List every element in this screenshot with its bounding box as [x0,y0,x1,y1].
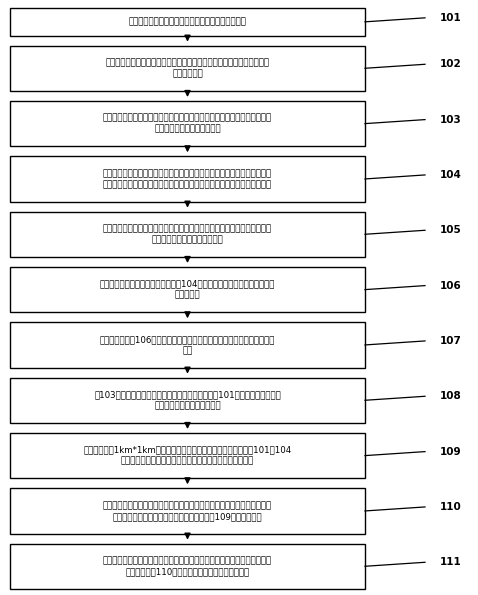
Text: 103: 103 [440,115,462,124]
Text: 对浅层地震线层析反演模型的低速层（黄土）和障盖层（砾石）厚度利用微
测井岩性分层深度曲线进行校正: 对浅层地震线层析反演模型的低速层（黄土）和障盖层（砾石）厚度利用微 测井岩性分层… [103,224,272,245]
Text: 从浅层地震线层析反演模型上，提取104中激发岩性层速度界面作为激发井
深的顶界面: 从浅层地震线层析反演模型上，提取104中激发岩性层速度界面作为激发井 深的顶界面 [100,280,275,300]
Bar [10,544,365,589]
Text: 在试验线上按照106确定井深激发，并分析资料的信噪比、覆盖次数和叠加
效果: 在试验线上按照106确定井深激发，并分析资料的信噪比、覆盖次数和叠加 效果 [100,335,275,355]
Bar [10,8,365,36]
Text: 107: 107 [440,336,462,346]
Bar [10,488,365,534]
Text: 104: 104 [440,170,462,180]
Text: 101: 101 [440,13,462,23]
Text: 108: 108 [440,392,462,401]
Text: 进行高密度、小道距正演模拟，开展参数进化层析反演分析，确定浅层地震
线的观测系统并采集地震资料: 进行高密度、小道距正演模拟，开展参数进化层析反演分析，确定浅层地震 线的观测系统… [103,114,272,134]
Text: 工区老资料不同偏移距层析反演分析，建立能够定刻画近地表结构变化的
实体地质模型: 工区老资料不同偏移距层析反演分析，建立能够定刻画近地表结构变化的 实体地质模型 [106,58,270,79]
Text: 不同的井深、药量、井组合、检波器组合和检波器摆置地震资料分析，结合
单口微测井层析反演，确定最佳激发岩性层速度与地震资料品质之间的关系: 不同的井深、药量、井组合、检波器组合和检波器摆置地震资料分析，结合 单口微测井层… [103,169,272,189]
Text: 对103采集的浅层地震线开展参数进化分析，并结合101分区情况，在三维工
区内布设十字交叉浅层地震线: 对103采集的浅层地震线开展参数进化分析，并结合101分区情况，在三维工 区内布… [94,390,281,411]
Text: 三维工区开展1km*1km的微测井调查，并逐口进行岩性分层，结合101和104
设计激发的激发井深控制点，在三维空间内克里金插值成图: 三维工区开展1km*1km的微测井调查，并逐口进行岩性分层，结合101和104 … [83,446,292,466]
Text: 计算三维逐点并深设计数据和平面分布，投影到浅层地震线上，对比深度误
差情况，修改110中的约束条件，重新满足精度要求: 计算三维逐点并深设计数据和平面分布，投影到浅层地震线上，对比深度误 差情况，修改… [103,556,272,577]
Bar [10,46,365,91]
Text: 选择经过三维工区的志地震资料，进行同参量反演，确保和新采集的浅层地
震线层析反演模型有效吻合，以此为约束，对109结果进行校正: 选择经过三维工区的志地震资料，进行同参量反演，确保和新采集的浅层地 震线层析反演… [103,501,272,521]
Text: 105: 105 [440,226,462,235]
Text: 109: 109 [440,447,462,456]
Text: 野外地表露头、微测井调查，进行地表岩性粗化分区: 野外地表露头、微测井调查，进行地表岩性粗化分区 [129,17,247,26]
Text: 102: 102 [440,60,462,69]
Bar [10,378,365,423]
Text: 110: 110 [440,502,462,512]
Text: 106: 106 [440,281,462,290]
Text: 111: 111 [440,558,462,567]
Bar [10,101,365,146]
Bar [10,433,365,478]
Bar [10,156,365,202]
Bar [10,322,365,368]
Bar [10,212,365,257]
Bar [10,267,365,312]
